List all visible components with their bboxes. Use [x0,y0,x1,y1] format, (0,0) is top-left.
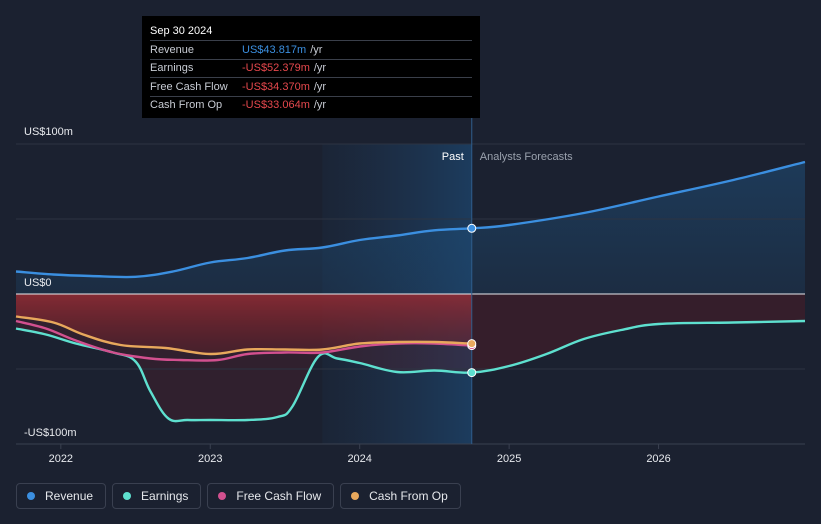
revenue-area [16,162,805,294]
marker-earnings [467,368,477,378]
legend-label: Revenue [45,489,94,503]
tooltip-row: Cash From Op -US$33.064m/yr [150,95,472,115]
legend-label: Free Cash Flow [236,489,322,503]
legend-item-earnings[interactable]: Earnings [112,483,202,509]
legend-label: Cash From Op [369,489,448,503]
legend-dot-icon [351,492,360,500]
tooltip: Sep 30 2024 Revenue US$43.817m/yr Earnings… [142,16,480,118]
legend-item-cash-from-op[interactable]: Cash From Op [340,483,461,509]
section-label-forecast: Analysts Forecasts [480,151,573,163]
legend-item-revenue[interactable]: Revenue [16,483,107,509]
tooltip-value: -US$33.064m [242,99,310,112]
tooltip-value: -US$34.370m [242,80,310,93]
marker-revenue [467,223,477,233]
tooltip-value: US$43.817m [242,43,307,56]
tooltip-label: Earnings [150,62,194,75]
x-tick-label: 2025 [497,453,521,465]
x-tick-label: 2023 [198,453,222,465]
earnings-forecast-area [471,294,805,373]
marker-cash-from-op [467,339,477,349]
tooltip-label: Free Cash Flow [150,80,228,93]
series-line-cash-from-op [15,315,472,356]
tooltip-unit: /yr [313,99,327,112]
tooltip-label: Cash From Op [150,99,223,112]
y-tick-label: US$100m [24,126,73,138]
tooltip-unit: /yr [310,43,323,56]
y-tick-label: -US$100m [24,427,77,439]
earnings-past-area [16,294,472,422]
series-line-earnings [15,319,806,423]
x-tick-label: 2022 [49,453,73,465]
legend-label: Earnings [141,489,189,503]
series-line-revenue [15,160,806,279]
tooltip-row: Earnings -US$52.379m/yr [150,58,472,78]
tooltip-value: -US$52.379m [242,62,310,75]
tooltip-row: Free Cash Flow -US$34.370m/yr [150,77,472,96]
negative-past-area [16,294,472,355]
legend-dot-icon [123,492,132,500]
legend-dot-icon [27,492,35,500]
legend: Revenue Earnings Free Cash Flow Cash From O… [16,483,461,509]
x-tick-label: 2024 [347,453,371,465]
tooltip-unit: /yr [313,62,327,75]
series-line-free-cash-flow [15,319,472,362]
section-label-past: Past [442,151,464,163]
legend-item-free-cash-flow[interactable]: Free Cash Flow [207,483,335,509]
tooltip-date: Sep 30 2024 [150,25,213,37]
x-tick-label: 2026 [646,453,670,465]
y-tick-label: US$0 [24,277,52,289]
tooltip-unit: /yr [313,80,327,93]
legend-dot-icon [218,492,227,500]
tooltip-label: Revenue [150,43,195,56]
tooltip-row: Revenue US$43.817m/yr [150,40,472,59]
